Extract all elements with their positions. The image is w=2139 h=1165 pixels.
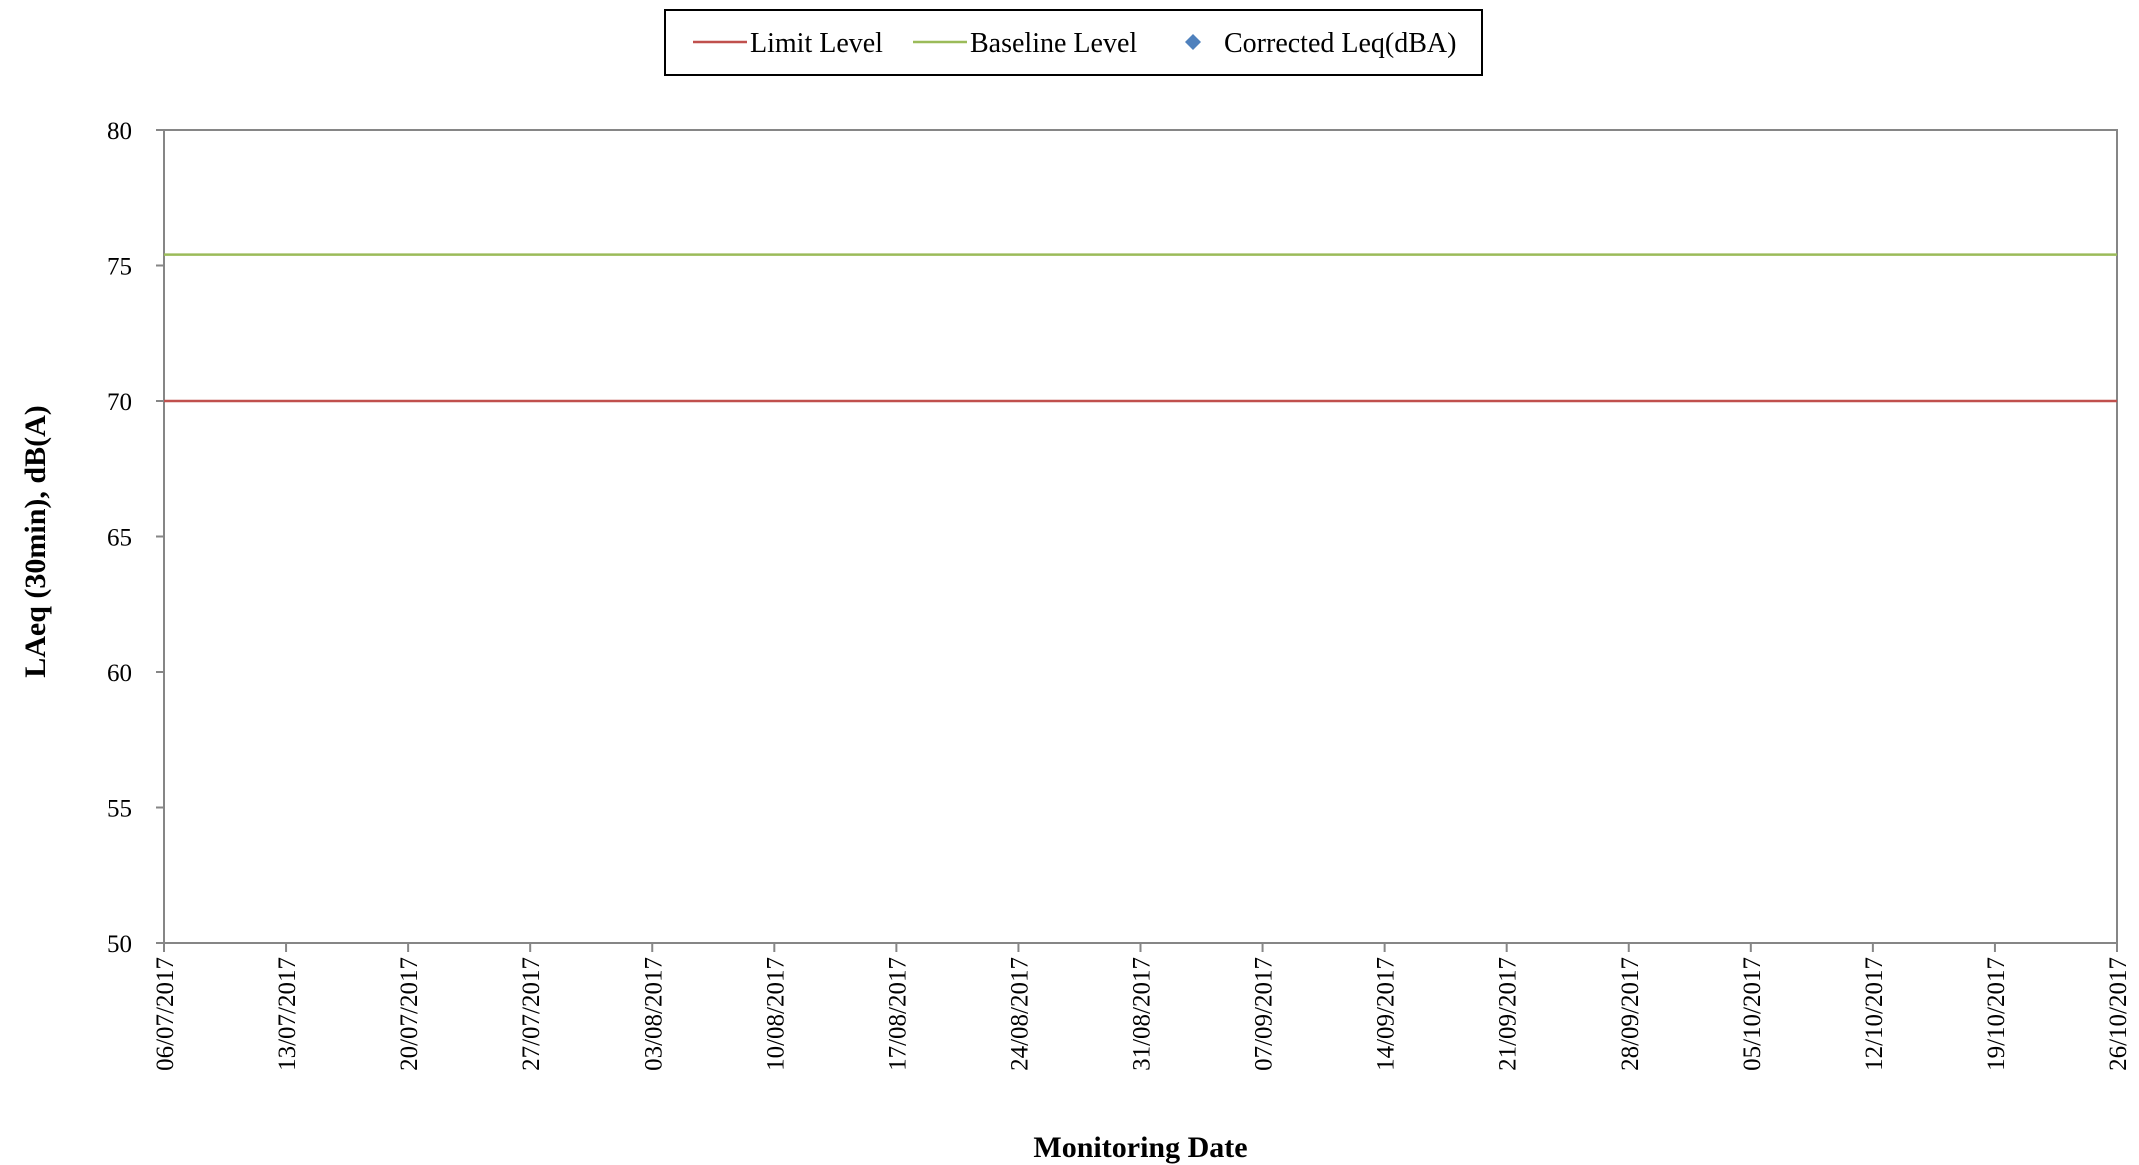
y-tick-label: 55: [107, 796, 132, 823]
x-tick-label: 03/08/2017: [640, 957, 667, 1071]
x-tick-label: 12/10/2017: [1861, 957, 1888, 1071]
legend-label-corrected-leq-dba: Corrected Leq(dBA): [1224, 28, 1456, 59]
x-tick-label: 31/08/2017: [1129, 957, 1156, 1071]
y-tick-label: 80: [107, 118, 132, 145]
legend-swatch-corrected-leq-dba: [1185, 34, 1201, 50]
x-tick-label: 13/07/2017: [274, 957, 301, 1071]
x-tick-label: 28/09/2017: [1617, 957, 1644, 1071]
x-tick-label: 24/08/2017: [1006, 957, 1033, 1071]
x-tick-label: 19/10/2017: [1983, 957, 2010, 1071]
legend: Limit Level Baseline Level Corrected Leq(d…: [664, 9, 1483, 76]
x-tick-label: 17/08/2017: [884, 957, 911, 1071]
x-axis: 06/07/2017 13/07/2017 20/07/2017 27/07/2017…: [152, 943, 2132, 1071]
plot-area: [163, 129, 2118, 944]
x-tick-label: 10/08/2017: [762, 957, 789, 1071]
y-tick-label: 65: [107, 525, 132, 552]
x-tick-label: 27/07/2017: [518, 957, 545, 1071]
legend-box: [664, 9, 1483, 76]
y-axis-title: LAeq (30min), dB(A): [19, 405, 52, 678]
x-axis-title: Monitoring Date: [1033, 1131, 1247, 1164]
series-layer: [164, 253, 2117, 403]
x-tick-label: 06/07/2017: [152, 957, 179, 1071]
y-tick-label: 70: [107, 389, 132, 416]
legend-label-baseline-level: Baseline Level: [970, 28, 1137, 59]
x-tick-label: 20/07/2017: [396, 957, 423, 1071]
y-tick-label: 75: [107, 254, 132, 281]
x-tick-label: 26/10/2017: [2105, 957, 2132, 1071]
x-tick-label: 05/10/2017: [1739, 957, 1766, 1071]
x-tick-label: 21/09/2017: [1495, 957, 1522, 1071]
x-tick-label: 14/09/2017: [1373, 957, 1400, 1071]
y-axis: 50 55 60 65 70 75 80: [107, 118, 164, 958]
y-tick-label: 50: [107, 931, 132, 958]
x-tick-label: 07/09/2017: [1251, 957, 1278, 1071]
y-tick-label: 60: [107, 660, 132, 687]
legend-label-limit-level: Limit Level: [750, 28, 883, 59]
